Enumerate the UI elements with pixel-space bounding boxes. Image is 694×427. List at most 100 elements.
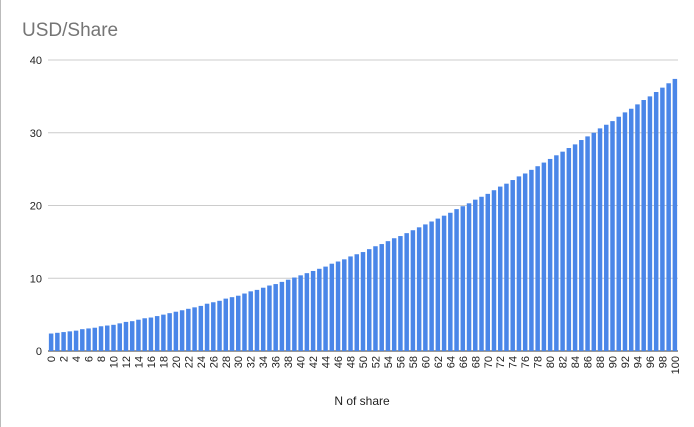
- bar: [585, 136, 590, 351]
- bar: [510, 180, 515, 351]
- bar: [348, 256, 353, 351]
- bar: [666, 83, 671, 351]
- bar: [560, 151, 565, 351]
- bar: [154, 316, 160, 351]
- bar: [429, 221, 434, 351]
- bar: [186, 308, 191, 351]
- bar: [123, 321, 129, 351]
- bar: [473, 199, 478, 351]
- x-tick-label: 6: [84, 356, 96, 362]
- bar: [529, 169, 534, 351]
- bar: [279, 281, 285, 351]
- x-tick-label: 48: [346, 356, 358, 368]
- bar: [236, 295, 241, 351]
- x-tick-label: 58: [408, 356, 420, 368]
- bar: [248, 291, 253, 351]
- x-tick-label: 56: [395, 356, 407, 368]
- x-tick-label: 62: [433, 356, 445, 368]
- x-tick-label: 32: [246, 356, 258, 368]
- bar: [672, 78, 678, 351]
- bar: [385, 241, 391, 351]
- bar: [298, 275, 303, 351]
- bar: [547, 158, 553, 351]
- x-tick-label: 70: [483, 356, 495, 368]
- bar: [179, 310, 185, 351]
- bar: [448, 212, 453, 351]
- x-tick-label: 16: [146, 356, 158, 368]
- bar: [229, 297, 235, 351]
- bar: [616, 116, 621, 352]
- y-tick-label: 40: [30, 55, 42, 67]
- x-tick-label: 50: [358, 356, 370, 368]
- bar: [310, 270, 316, 351]
- x-tick-label: 80: [545, 356, 557, 368]
- bar: [504, 183, 509, 351]
- bar: [410, 230, 416, 351]
- x-tick-label: 18: [158, 356, 170, 368]
- bar: [360, 252, 366, 351]
- y-tick-label: 0: [36, 346, 42, 358]
- bar: [497, 186, 503, 351]
- x-tick-label: 4: [71, 356, 83, 362]
- bar: [260, 287, 266, 351]
- x-tick-label: 10: [108, 356, 120, 368]
- bar: [479, 196, 484, 351]
- bar: [635, 104, 640, 351]
- x-tick-label: 26: [208, 356, 220, 368]
- bar: [323, 266, 328, 351]
- bar: [354, 254, 360, 351]
- x-tick-label: 52: [370, 356, 382, 368]
- y-tick-label: 10: [30, 273, 42, 285]
- bar: [73, 330, 79, 351]
- bar: [86, 328, 91, 351]
- bar: [572, 144, 578, 351]
- bar: [161, 314, 166, 351]
- x-tick-label: 66: [458, 356, 470, 368]
- bar: [541, 162, 547, 351]
- x-tick-label: 84: [570, 356, 582, 368]
- bar: [373, 246, 378, 351]
- bar: [92, 327, 98, 351]
- x-tick-label: 12: [121, 356, 133, 368]
- bar: [254, 289, 260, 351]
- x-tick-label: 24: [196, 356, 208, 368]
- bar: [148, 317, 154, 351]
- y-tick-label: 30: [30, 128, 42, 140]
- bar: [435, 218, 441, 351]
- bar: [579, 140, 584, 351]
- bar: [342, 259, 347, 351]
- bar: [491, 190, 497, 351]
- bar: [192, 307, 197, 351]
- bar: [647, 96, 653, 351]
- bar: [460, 206, 466, 351]
- bar: [111, 324, 116, 351]
- bar: [61, 332, 66, 351]
- x-tick-label: 14: [133, 356, 145, 368]
- bar: [441, 215, 447, 351]
- bar: [67, 331, 73, 351]
- bar: [55, 332, 60, 351]
- bar: [416, 227, 422, 351]
- bar: [366, 249, 372, 351]
- bar: [591, 132, 597, 351]
- bar: [285, 279, 291, 351]
- x-tick-label: 40: [296, 356, 308, 368]
- bar: [398, 236, 403, 351]
- bar: [485, 193, 490, 351]
- bar: [198, 305, 204, 351]
- x-tick-label: 46: [333, 356, 345, 368]
- x-tick-label: 38: [283, 356, 295, 368]
- x-tick-label: 72: [495, 356, 507, 368]
- x-tick-label: 60: [420, 356, 432, 368]
- bar: [535, 166, 540, 351]
- x-tick-label: 36: [271, 356, 283, 368]
- bar: [641, 100, 646, 351]
- bar: [129, 321, 135, 351]
- x-tick-label: 8: [96, 356, 108, 362]
- bar: [273, 284, 278, 351]
- bar: [98, 326, 104, 351]
- x-tick-label: 88: [595, 356, 607, 368]
- y-tick-label: 20: [30, 201, 42, 213]
- x-tick-label: 44: [321, 356, 333, 368]
